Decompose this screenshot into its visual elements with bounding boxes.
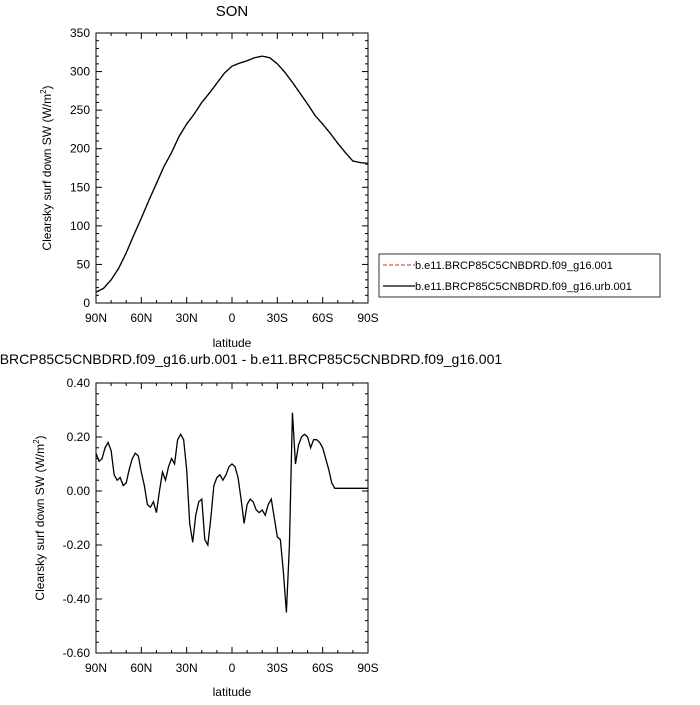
top-series-line-1 <box>95 55 369 293</box>
legend-label-series-1: b.e11.BRCP85C5CNBDRD.f09_g16.001 <box>415 260 613 272</box>
bottom-y-axis-label: Clearsky surf down SW (W/m2) <box>32 435 47 600</box>
bottom-plot-frame <box>95 382 369 654</box>
top-x-tick-label: 30N <box>176 311 198 325</box>
legend-box <box>378 253 661 298</box>
bottom-x-tick-label: 60N <box>130 661 152 675</box>
bottom-x-tick-label: 90S <box>357 661 378 675</box>
bottom-panel: b.e11.BRCP85C5CNBDRD.f09_g16.urb.001 - b… <box>0 351 502 699</box>
bottom-y-tick-label: -0.60 <box>63 646 91 660</box>
bottom-x-tick-label: 60S <box>312 661 333 675</box>
top-y-tick-label: 0 <box>83 296 90 310</box>
top-plot-frame <box>95 32 369 304</box>
top-series-line-2 <box>95 55 369 293</box>
legend-label-series-2: b.e11.BRCP85C5CNBDRD.f09_g16.urb.001 <box>415 281 632 293</box>
bottom-y-tick-label: -0.20 <box>63 538 91 552</box>
bottom-x-tick-label: 30S <box>267 661 288 675</box>
top-panel: SON 90N 60N 30N 0 30S 60S 90S 0 50 100 150 200 250 30… <box>39 3 379 350</box>
top-y-tick-label: 250 <box>70 103 90 117</box>
bottom-series-line-1 <box>95 412 368 613</box>
bottom-x-axis-label: latitude <box>213 685 252 699</box>
bottom-y-tick-label: 0.00 <box>67 484 91 498</box>
top-x-tick-label: 90S <box>357 311 378 325</box>
top-x-tick-label: 60S <box>312 311 333 325</box>
top-y-tick-label: 50 <box>77 257 91 271</box>
bottom-x-tick-label: 0 <box>229 661 236 675</box>
top-x-tick-label: 60N <box>130 311 152 325</box>
bottom-x-tick-label: 30N <box>176 661 198 675</box>
top-y-tick-label: 350 <box>70 26 90 40</box>
bottom-y-tick-label: -0.40 <box>63 592 91 606</box>
bottom-y-tick-label: 0.40 <box>67 376 91 390</box>
top-x-axis-label: latitude <box>213 336 252 350</box>
bottom-y-tick-label: 0.20 <box>67 430 91 444</box>
top-y-tick-label: 300 <box>70 65 90 79</box>
legend: b.e11.BRCP85C5CNBDRD.f09_g16.001 b.e11.B… <box>378 253 661 298</box>
top-y-axis-label: Clearsky surf down SW (W/m2) <box>39 85 54 250</box>
top-x-tick-label: 0 <box>229 311 236 325</box>
top-y-tick-label: 150 <box>70 180 90 194</box>
top-y-tick-label: 200 <box>70 142 90 156</box>
top-y-tick-label: 100 <box>70 219 90 233</box>
bottom-x-tick-label: 90N <box>85 661 107 675</box>
top-x-tick-label: 90N <box>85 311 107 325</box>
bottom-panel-title: b.e11.BRCP85C5CNBDRD.f09_g16.urb.001 - b… <box>0 351 502 367</box>
top-x-tick-label: 30S <box>267 311 288 325</box>
top-panel-title: SON <box>216 3 249 20</box>
